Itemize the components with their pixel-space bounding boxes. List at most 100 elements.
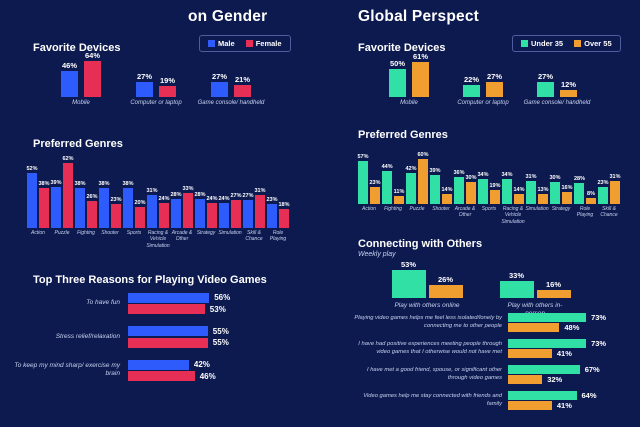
category-label: To keep my mind sharp/ exercise my brain — [14, 361, 120, 378]
bar-male-racing-vehicle-simulation — [146, 195, 157, 228]
age-genres-heading: Preferred Genres — [358, 129, 448, 141]
bar-value-label: 27% — [211, 71, 227, 81]
bars: 38% 20% — [122, 152, 146, 228]
bar-group-sports: 38% 20% Sports — [122, 152, 146, 249]
category-label: Playing video games helps me feel less i… — [354, 314, 502, 329]
bar-value-label: 27% — [136, 71, 152, 81]
category-label: Role Playing — [576, 206, 594, 219]
bar-over-55-fighting — [394, 195, 404, 204]
bar-over-55-game-console-handheld — [560, 90, 577, 97]
right-panel-title: Global Perspect — [358, 8, 480, 25]
bar-female-1 — [128, 337, 208, 348]
bar-wrap: 22% — [463, 75, 480, 97]
bar-male-strategy — [194, 198, 205, 228]
bars: 50% 61% — [389, 52, 429, 97]
bar-group-sports: 34% 19% Sports — [477, 150, 501, 225]
bar-male-mobile — [61, 70, 78, 97]
bar-value-label: 31% — [254, 188, 266, 195]
bars: 39% 62% — [50, 152, 74, 228]
bar-value-label: 27% — [537, 71, 553, 81]
category-label: Racing & Vehicle Simulation — [501, 206, 525, 225]
bar-female-computer-or-laptop — [159, 86, 176, 97]
bar-group-skill-chance: 23% 31% Skill & Chance — [597, 150, 621, 225]
bar-value-label: 64% — [84, 50, 100, 60]
bar-wrap: 19% — [490, 183, 501, 204]
bar-over-55-computer-or-laptop — [486, 81, 503, 97]
bars: 39% 14% — [429, 150, 453, 204]
bar-value-label: 27% — [486, 71, 502, 81]
bar-value-label: 41% — [556, 349, 572, 358]
bar-value-label: 42% — [405, 165, 417, 172]
bar-value-label: 33% — [182, 186, 194, 193]
bar-group-racing-vehicle-simulation: 31% 24% Racing & Vehicle Simulation — [146, 152, 170, 249]
bar-value-label: 42% — [193, 360, 210, 369]
bars: 67% 32% — [508, 364, 600, 385]
bar-value-label: 28% — [194, 191, 206, 198]
bar-group-racing-vehicle-simulation: 34% 14% Racing & Vehicle Simulation — [501, 150, 525, 225]
category-label: Strategy — [551, 206, 571, 212]
bar-male-simulation — [218, 202, 229, 228]
bar-value-label: 67% — [584, 365, 600, 374]
bar-under-35-1 — [508, 339, 587, 348]
bar-group-computer-or-laptop: 27% 19% Computer or laptop — [121, 53, 191, 108]
bar-group-arcade-other: 28% 33% Arcade & Other — [170, 152, 194, 249]
bar-wrap: 20% — [135, 200, 146, 228]
bar-value-label: 16% — [545, 279, 561, 289]
category-label: Strategy — [196, 230, 216, 236]
bar-value-label: 28% — [170, 191, 182, 198]
bar-value-label: 13% — [537, 187, 549, 194]
bar-wrap: 8% — [586, 191, 596, 204]
bar-wrap: 39% — [429, 168, 441, 204]
legend-item-under35: Under 35 — [521, 39, 563, 48]
bar-wrap: 53% — [391, 260, 426, 298]
bar-wrap: 27% — [231, 193, 242, 228]
bars: 36% 30% — [453, 150, 477, 204]
category-label: Arcade & Other — [171, 230, 193, 243]
bar-group-fighting: 44% 11% Fighting — [381, 150, 405, 225]
bar-wrap: 16% — [536, 279, 571, 298]
bar-group-game-console-handheld: 27% 12% Game console/ handheld — [522, 53, 592, 108]
bar-female-sports — [135, 207, 145, 228]
bar-under-35-skill-chance — [597, 186, 608, 204]
age-favorite-devices-chart: 50% 61% Mobile 22% 27% Computer or laptop 27% 1… — [374, 52, 592, 108]
bars: 38% 23% — [98, 152, 122, 228]
bar-wrap: 23% — [597, 180, 609, 204]
bar-value-label: 31% — [609, 173, 621, 180]
bar-value-label: 26% — [86, 193, 98, 200]
bar-value-label: 31% — [146, 188, 158, 195]
bar-value-label: 56% — [214, 293, 231, 302]
bar-wrap: 30% — [466, 175, 477, 204]
bar-group-fighting: 38% 26% Fighting — [74, 152, 98, 249]
bars: 52% 38% — [26, 152, 50, 228]
bar-group-arcade-other: 36% 30% Arcade & Other — [453, 150, 477, 225]
bar-over-55-arcade-other — [466, 181, 476, 204]
bar-wrap: 38% — [39, 181, 50, 228]
bar-value-label: 24% — [206, 195, 218, 202]
bar-under-35-0 — [508, 313, 587, 322]
bar-over-55-1 — [508, 349, 552, 358]
bar-wrap: 23% — [370, 180, 381, 204]
bar-value-label: 14% — [441, 186, 453, 193]
bar-wrap: 27% — [211, 72, 228, 97]
category-label: Role Playing — [269, 230, 287, 243]
bar-wrap: 57% — [357, 154, 369, 204]
category-label: Arcade & Other — [454, 206, 476, 219]
bar-male-fighting — [74, 188, 85, 228]
category-label: Mobile — [400, 100, 418, 106]
gender-legend: Male Female — [199, 35, 291, 52]
bar-value-label: 24% — [218, 195, 230, 202]
bar-value-label: 18% — [278, 202, 290, 209]
legend-item-female: Female — [245, 39, 282, 48]
bar-wrap: 21% — [234, 75, 251, 97]
bar-male-0 — [128, 292, 210, 303]
category-label: Computer or laptop — [457, 100, 509, 106]
bar-group-simulation: 24% 27% Simulation — [218, 152, 242, 249]
bar-value-label: 46% — [199, 371, 216, 381]
category-label: Shooter — [432, 206, 450, 212]
over55-swatch — [574, 40, 582, 47]
bar-wrap: 60% — [418, 152, 429, 204]
bar-group-puzzle: 39% 62% Puzzle — [50, 152, 74, 249]
bar-wrap: 61% — [412, 52, 429, 97]
bar-male-computer-or-laptop — [136, 81, 153, 97]
